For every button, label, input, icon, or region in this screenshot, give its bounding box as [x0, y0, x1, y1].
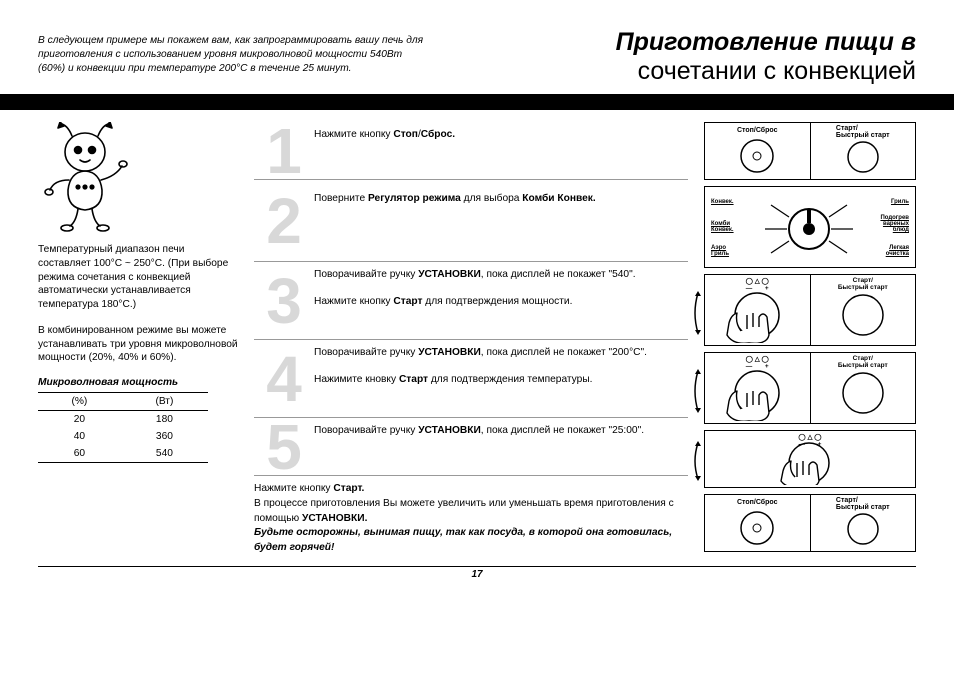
settings-knob-illustration: ◯ △ ◯— + [705, 353, 810, 423]
mode-gril: Гриль [891, 199, 909, 205]
stop-button-illustration: Стоп/Сброс [705, 495, 810, 551]
page-title: Приготовление пищи в сочетании с конвекц… [452, 28, 916, 86]
hand-knob-panel-2: ◯ △ ◯— + Старт/Быстрый старт [704, 352, 916, 424]
step-3: 3 Поворачивайте ручку УСТАНОВКИ, пока ди… [254, 262, 688, 340]
warning-text: Будьте осторожны, вынимая пищу, так как … [254, 527, 672, 553]
mode-kombi: Комби Конвек. [711, 221, 734, 233]
button-panel-1: Стоп/Сброс Старт/Быстрый старт [704, 122, 916, 180]
arrow-icon [691, 369, 705, 413]
start-button-illustration: Старт/Быстрый старт [810, 123, 916, 179]
intro-paragraph: В следующем примере мы покажем вам, как … [38, 28, 428, 86]
divider-bar [0, 94, 954, 110]
left-note2: В комбинированном режиме вы можете устан… [38, 324, 238, 365]
mode-konvek: Конвек. [711, 199, 734, 205]
table-row: 20180 [38, 411, 208, 429]
mode-selector-panel: Конвек. Комби Конвек. Аэро Гриль Гриль П… [704, 186, 916, 268]
knob-icon [735, 506, 779, 546]
hand-knob-panel-3: ◯ △ ◯— + [704, 430, 916, 488]
power-table: (%)(Вт) 20180 40360 60540 [38, 392, 208, 463]
step-number-4: 4 [254, 347, 314, 411]
col-watt: (Вт) [121, 393, 208, 411]
page-number: 17 [38, 566, 916, 580]
hand-knob-panel-1: ◯ △ ◯— + Старт/Быстрый старт [704, 274, 916, 346]
button-panel-2: Стоп/Сброс Старт/Быстрый старт [704, 494, 916, 552]
step-number-3: 3 [254, 269, 314, 333]
title-line1: Приготовление пищи в [472, 28, 916, 57]
step-1: 1 Нажмите кнопку Стоп/Сброс. [254, 122, 688, 180]
step-number-5: 5 [254, 415, 314, 479]
title-line2: сочетании с конвекцией [472, 57, 916, 86]
knob-icon [833, 367, 893, 419]
step-5: 5 Поворачивайте ручку УСТАНОВКИ, пока ди… [254, 418, 688, 476]
settings-knob-illustration: ◯ △ ◯— + [705, 275, 810, 345]
col-percent: (%) [38, 393, 121, 411]
step-number-2: 2 [254, 189, 314, 253]
start-button-illustration: Старт/Быстрый старт [810, 495, 916, 551]
power-table-head: Микроволновая мощность [38, 377, 238, 388]
step-number-1: 1 [254, 119, 314, 183]
step-4: 4 Поворачивайте ручку УСТАНОВКИ, пока ди… [254, 340, 688, 418]
start-button-illustration: Старт/Быстрый старт [810, 275, 916, 345]
knob-icon [735, 134, 779, 174]
final-step: Нажмите кнопку Старт. В процессе пригото… [254, 476, 688, 562]
step-2: 2 Поверните Регулятор режима для выбора … [254, 180, 688, 262]
left-note1: Температурный диапазон печи составляет 1… [38, 243, 238, 312]
mascot-illustration [40, 122, 238, 237]
mode-legk: Легкая очистка [886, 245, 909, 257]
start-button-illustration: Старт/Быстрый старт [810, 353, 916, 423]
arrow-icon [691, 291, 705, 335]
mode-aero: Аэро Гриль [711, 245, 729, 257]
mode-podogrev: Подогрев вареных блюд [880, 215, 909, 233]
arrow-icon [691, 441, 705, 481]
knob-icon [841, 511, 885, 547]
stop-button-illustration: Стоп/Сброс [705, 123, 810, 179]
knob-icon [833, 289, 893, 341]
knob-icon [841, 139, 885, 175]
table-row: 40360 [38, 428, 208, 445]
table-row: 60540 [38, 445, 208, 463]
